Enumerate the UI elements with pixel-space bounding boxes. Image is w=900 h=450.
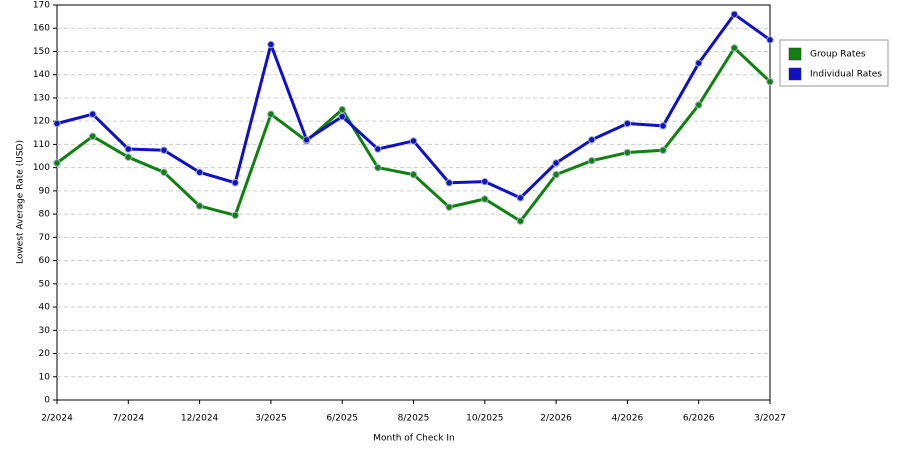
x-tick-label: 7/2024 [112, 414, 144, 424]
point [516, 217, 525, 225]
y-tick-label: 0 [44, 396, 50, 406]
x-tick-label: 4/2026 [612, 414, 644, 424]
y-tick-label: 130 [33, 93, 50, 103]
point [445, 203, 453, 211]
y-tick-label: 40 [39, 303, 51, 313]
point [124, 153, 133, 161]
y-tick-label: 80 [39, 210, 51, 220]
point [623, 119, 632, 128]
point [481, 195, 489, 203]
point [53, 159, 61, 167]
x-tick-label: 10/2025 [466, 414, 503, 424]
y-tick-label: 30 [39, 326, 51, 336]
y-tick-label: 50 [39, 279, 51, 289]
point [231, 179, 239, 187]
point [481, 177, 489, 186]
point [338, 105, 346, 114]
x-axis-label: Month of Check In [373, 434, 455, 444]
point [659, 146, 667, 154]
legend-swatch [788, 67, 802, 81]
y-tick-label: 170 [33, 1, 50, 11]
point [195, 202, 204, 210]
point [516, 194, 525, 202]
y-axis-label: Lowest Average Rate (USD) [16, 140, 26, 264]
legend-label: Individual Rates [810, 70, 882, 80]
point [302, 136, 311, 144]
x-tick-label: 8/2025 [398, 414, 430, 424]
point [730, 10, 739, 18]
point [552, 170, 560, 179]
legend-swatch [788, 47, 802, 61]
point [88, 132, 97, 140]
point [124, 145, 133, 153]
point [623, 148, 632, 157]
point [160, 168, 168, 176]
point [730, 44, 739, 52]
y-tick-label: 110 [33, 140, 50, 150]
point [409, 170, 418, 179]
point [588, 136, 596, 144]
point [766, 36, 774, 44]
x-tick-label: 3/2025 [255, 414, 287, 424]
point [409, 137, 418, 145]
y-tick-label: 70 [39, 233, 51, 243]
x-tick-label: 12/2024 [181, 414, 219, 424]
y-tick-label: 90 [39, 186, 51, 196]
y-tick-label: 160 [33, 24, 50, 34]
point [374, 145, 382, 153]
x-tick-label: 6/2026 [683, 414, 715, 424]
y-tick-label: 100 [33, 163, 50, 173]
point [53, 119, 61, 128]
y-tick-label: 140 [33, 70, 50, 80]
legend-label: Group Rates [810, 50, 866, 60]
y-tick-label: 60 [39, 256, 51, 266]
point [552, 159, 560, 167]
x-tick-label: 2/2026 [540, 414, 572, 424]
point [338, 112, 346, 121]
point [267, 110, 275, 118]
point [160, 146, 168, 154]
point [659, 122, 667, 130]
point [374, 163, 382, 172]
point [766, 77, 774, 86]
point [445, 179, 453, 187]
y-tick-label: 10 [39, 372, 51, 382]
point [195, 168, 204, 176]
x-tick-label: 6/2025 [326, 414, 358, 424]
point [588, 156, 596, 165]
y-tick-label: 150 [33, 47, 50, 57]
y-tick-label: 20 [39, 349, 51, 359]
x-tick-label: 3/2027 [754, 414, 786, 424]
x-tick-label: 2/2024 [41, 414, 73, 424]
point [695, 59, 703, 67]
plot-area [56, 4, 771, 401]
point [695, 101, 703, 109]
y-tick-label: 120 [33, 117, 50, 127]
point [267, 40, 275, 49]
point [231, 211, 239, 219]
point [88, 110, 97, 118]
